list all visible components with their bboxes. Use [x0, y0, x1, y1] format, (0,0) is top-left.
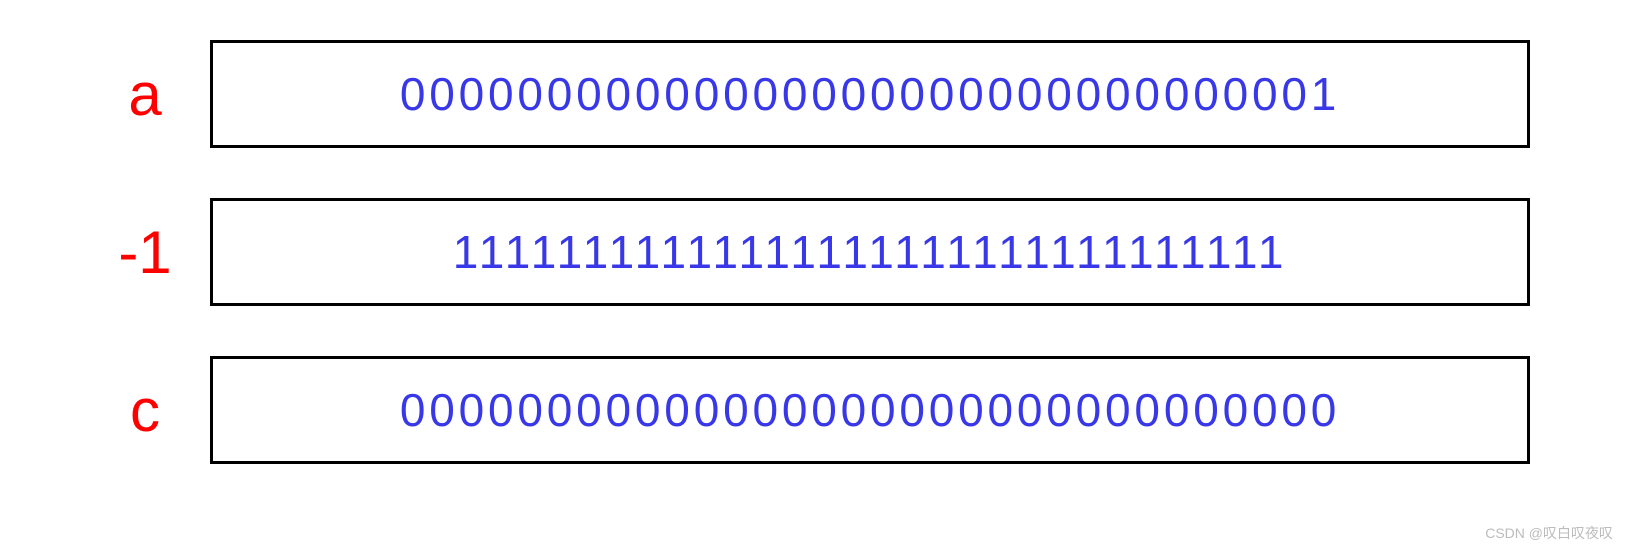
box-minus1: 11111111111111111111111111111111 [210, 198, 1530, 306]
row-minus1: -1 11111111111111111111111111111111 [90, 198, 1530, 306]
box-a: 00000000000000000000000000000001 [210, 40, 1530, 148]
watermark: CSDN @叹白叹夜叹 [1485, 523, 1613, 543]
bits-c: 00000000000000000000000000000000 [400, 383, 1340, 437]
label-minus1: -1 [90, 218, 200, 287]
box-c: 00000000000000000000000000000000 [210, 356, 1530, 464]
bits-a: 00000000000000000000000000000001 [400, 67, 1340, 121]
label-a: a [90, 60, 200, 129]
bits-minus1: 11111111111111111111111111111111 [453, 225, 1287, 279]
binary-diagram: a 00000000000000000000000000000001 -1 11… [90, 40, 1530, 514]
label-c: c [90, 376, 200, 445]
row-c: c 00000000000000000000000000000000 [90, 356, 1530, 464]
row-a: a 00000000000000000000000000000001 [90, 40, 1530, 148]
